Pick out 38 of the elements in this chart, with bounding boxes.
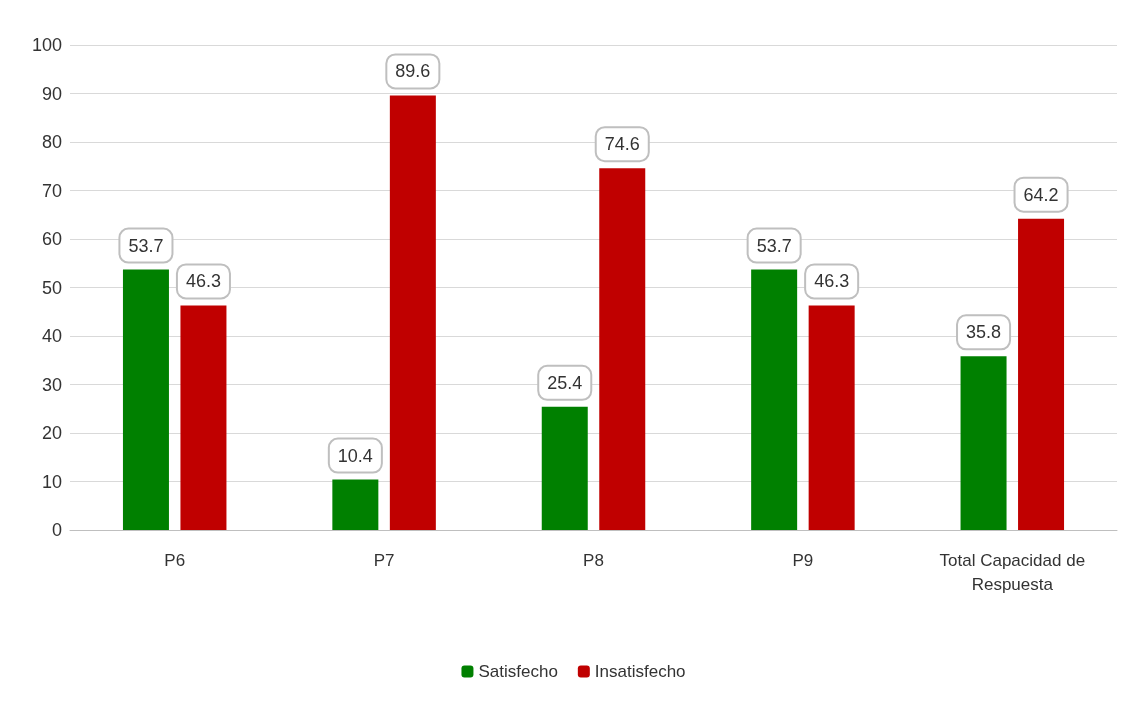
y-tick-label: 20 bbox=[41, 423, 62, 443]
data-label: 46.3 bbox=[814, 271, 850, 292]
x-tick-label: Total Capacidad de Respuesta bbox=[939, 550, 1086, 594]
x-tick-label: P8 bbox=[583, 550, 604, 570]
legend-label: Insatisfecho bbox=[594, 662, 686, 681]
bar bbox=[599, 168, 646, 530]
bar bbox=[751, 269, 798, 530]
x-tick-label: P6 bbox=[164, 550, 186, 570]
y-tick-label: 60 bbox=[41, 229, 62, 249]
data-label: 89.6 bbox=[395, 61, 431, 82]
y-tick-label: 10 bbox=[41, 471, 62, 492]
data-label: 10.4 bbox=[337, 445, 373, 466]
bar bbox=[541, 406, 588, 530]
y-tick-label: 40 bbox=[41, 326, 62, 346]
y-tick-label: 30 bbox=[41, 374, 62, 395]
bar bbox=[180, 305, 227, 530]
y-tick-label: 50 bbox=[41, 277, 62, 298]
data-label: 64.2 bbox=[1023, 184, 1059, 205]
bar bbox=[1018, 218, 1065, 530]
x-tick-label: P9 bbox=[792, 550, 814, 570]
data-label: 53.7 bbox=[756, 235, 792, 256]
data-label: 46.3 bbox=[185, 271, 221, 292]
data-label: 74.6 bbox=[604, 134, 640, 155]
legend-label: Satisfecho bbox=[478, 662, 558, 681]
bar bbox=[122, 269, 169, 530]
data-label: 25.4 bbox=[547, 372, 583, 393]
y-tick-label: 90 bbox=[41, 83, 62, 104]
bar bbox=[332, 479, 379, 530]
y-tick-label: 0 bbox=[51, 520, 62, 540]
bar bbox=[389, 95, 436, 530]
y-tick-label: 70 bbox=[41, 180, 62, 201]
bar bbox=[808, 305, 855, 530]
bar bbox=[960, 356, 1007, 530]
y-tick-label: 80 bbox=[41, 132, 62, 152]
x-tick-label: P7 bbox=[373, 550, 395, 570]
y-tick-label: 100 bbox=[31, 35, 62, 55]
data-label: 53.7 bbox=[128, 235, 164, 256]
data-label: 35.8 bbox=[966, 322, 1002, 343]
